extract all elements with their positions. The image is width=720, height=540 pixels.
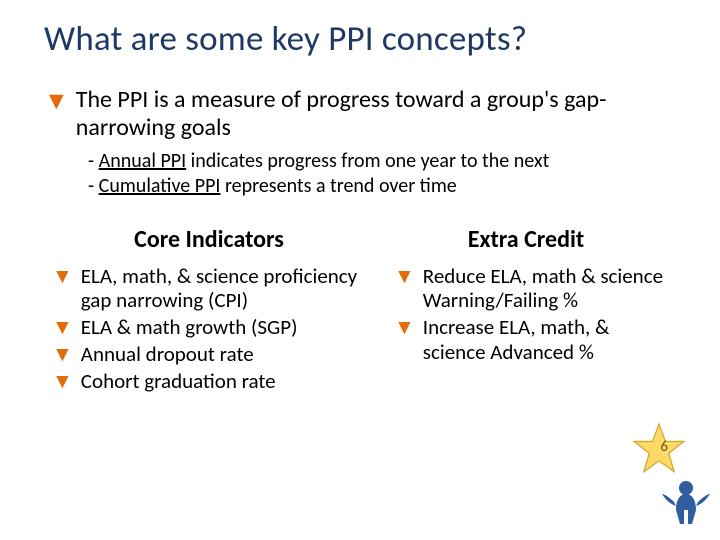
- sub-bullet-rest: indicates progress from one year to the …: [186, 149, 549, 173]
- arrow-icon: ▼: [394, 266, 415, 287]
- arrow-icon: ▼: [52, 317, 73, 338]
- arrow-icon: ▼: [52, 344, 73, 365]
- sub-bullet-rest: represents a trend over time: [220, 174, 456, 198]
- list-item: ▼ Increase ELA, math, & science Advanced…: [386, 315, 666, 365]
- person-logo-icon: [660, 476, 712, 536]
- list-item-text: Increase ELA, math, & science Advanced %: [423, 315, 666, 365]
- column-heading: Extra Credit: [386, 225, 666, 254]
- list-item: ▼ Cohort graduation rate: [44, 369, 374, 394]
- list-item: ▼ Annual dropout rate: [44, 342, 374, 367]
- dash: -: [88, 149, 99, 173]
- list-item: ▼ ELA & math growth (SGP): [44, 315, 374, 340]
- list-item: ▼ Reduce ELA, math & science Warning/Fai…: [386, 264, 666, 314]
- list-item-text: Cohort graduation rate: [81, 369, 276, 394]
- slide: What are some key PPI concepts? ▼ The PP…: [0, 0, 720, 540]
- arrow-icon: ▼: [44, 88, 69, 113]
- sub-bullet: - Annual PPI indicates progress from one…: [88, 149, 676, 174]
- column-core-indicators: Core Indicators ▼ ELA, math, & science p…: [44, 225, 374, 396]
- sub-bullet-underline: Cumulative PPI: [99, 174, 221, 198]
- list-item-text: ELA, math, & science proficiency gap nar…: [81, 264, 374, 314]
- star-icon: [632, 422, 686, 476]
- arrow-icon: ▼: [394, 317, 415, 338]
- sub-bullet-list: - Annual PPI indicates progress from one…: [88, 149, 676, 199]
- slide-title: What are some key PPI concepts?: [44, 18, 676, 60]
- column-heading: Core Indicators: [44, 225, 374, 254]
- page-number: 6: [660, 438, 668, 456]
- arrow-icon: ▼: [52, 371, 73, 392]
- list-item-text: Reduce ELA, math & science Warning/Faili…: [423, 264, 666, 314]
- sub-bullet: - Cumulative PPI represents a trend over…: [88, 174, 676, 199]
- list-item: ▼ ELA, math, & science proficiency gap n…: [44, 264, 374, 314]
- dash: -: [88, 174, 99, 198]
- column-extra-credit: Extra Credit ▼ Reduce ELA, math & scienc…: [386, 225, 666, 396]
- list-item-text: ELA & math growth (SGP): [81, 315, 298, 340]
- columns: Core Indicators ▼ ELA, math, & science p…: [44, 225, 676, 396]
- main-bullet: ▼ The PPI is a measure of progress towar…: [44, 86, 676, 143]
- list-item-text: Annual dropout rate: [81, 342, 254, 367]
- main-bullet-text: The PPI is a measure of progress toward …: [76, 86, 676, 143]
- sub-bullet-underline: Annual PPI: [99, 149, 187, 173]
- arrow-icon: ▼: [52, 266, 73, 287]
